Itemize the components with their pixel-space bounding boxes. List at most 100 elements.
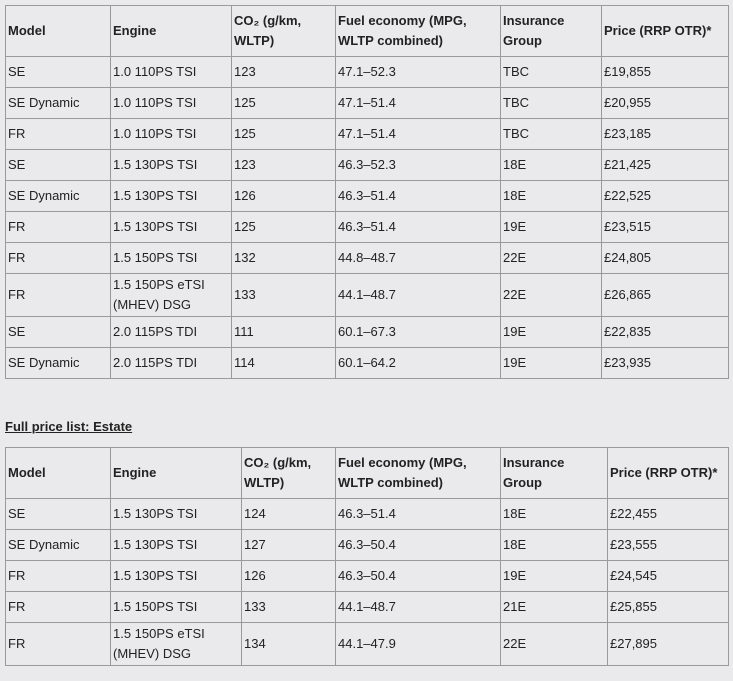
table-row: FR 1.5 130PS TSI 126 46.3–50.4 19E £24,545 bbox=[5, 560, 729, 592]
table-cell: 133 bbox=[241, 591, 336, 623]
table-cell: £23,935 bbox=[601, 347, 729, 379]
table-cell: 46.3–51.4 bbox=[335, 211, 501, 243]
table-cell: 126 bbox=[231, 180, 336, 212]
table-cell: 18E bbox=[500, 498, 608, 530]
table-cell: SE Dynamic bbox=[5, 529, 111, 561]
table-cell: FR bbox=[5, 622, 111, 666]
table-cell: £19,855 bbox=[601, 56, 729, 88]
column-header: Model bbox=[5, 5, 111, 57]
table-cell: 47.1–51.4 bbox=[335, 118, 501, 150]
table-cell: 134 bbox=[241, 622, 336, 666]
table-cell: 2.0 115PS TDI bbox=[110, 347, 232, 379]
table-cell: 46.3–51.4 bbox=[335, 498, 501, 530]
table-cell: 1.5 150PS eTSI (MHEV) DSG bbox=[110, 273, 232, 317]
table-cell: £27,895 bbox=[607, 622, 729, 666]
table-cell: TBC bbox=[500, 118, 602, 150]
table-cell: 1.5 130PS TSI bbox=[110, 560, 242, 592]
table-cell: 125 bbox=[231, 118, 336, 150]
table-cell: 1.5 150PS TSI bbox=[110, 591, 242, 623]
table-cell: 114 bbox=[231, 347, 336, 379]
table-cell: 21E bbox=[500, 591, 608, 623]
table-cell: 1.5 130PS TSI bbox=[110, 180, 232, 212]
table-row: SE Dynamic 2.0 115PS TDI 114 60.1–64.2 19E £2… bbox=[5, 347, 729, 379]
table-cell: 125 bbox=[231, 211, 336, 243]
table-cell: 19E bbox=[500, 560, 608, 592]
table-row: FR 1.5 150PS eTSI (MHEV) DSG 133 44.1–48.7 2… bbox=[5, 273, 729, 317]
table-cell: 1.5 150PS eTSI (MHEV) DSG bbox=[110, 622, 242, 666]
table-cell: 44.8–48.7 bbox=[335, 242, 501, 274]
table-row: SE Dynamic 1.0 110PS TSI 125 47.1–51.4 TBC £2… bbox=[5, 87, 729, 119]
table-cell: 127 bbox=[241, 529, 336, 561]
table-cell: £22,835 bbox=[601, 316, 729, 348]
table-cell: FR bbox=[5, 118, 111, 150]
table-cell: 22E bbox=[500, 622, 608, 666]
table-cell: 18E bbox=[500, 180, 602, 212]
table-cell: 22E bbox=[500, 273, 602, 317]
table-row: SE Dynamic 1.5 130PS TSI 126 46.3–51.4 18E £2… bbox=[5, 180, 729, 212]
table-row: FR 1.5 150PS eTSI (MHEV) DSG 134 44.1–47.9 2… bbox=[5, 622, 729, 666]
table-row: SE 1.5 130PS TSI 123 46.3–52.3 18E £21,425 bbox=[5, 149, 729, 181]
table-cell: SE bbox=[5, 498, 111, 530]
column-header: Price (RRP OTR)* bbox=[601, 5, 729, 57]
table-cell: £24,805 bbox=[601, 242, 729, 274]
table-cell: 60.1–67.3 bbox=[335, 316, 501, 348]
table-cell: 44.1–48.7 bbox=[335, 591, 501, 623]
table-cell: SE bbox=[5, 149, 111, 181]
table-cell: 46.3–50.4 bbox=[335, 560, 501, 592]
table-cell: FR bbox=[5, 242, 111, 274]
table-cell: 111 bbox=[231, 316, 336, 348]
table-cell: 132 bbox=[231, 242, 336, 274]
table-cell: £20,955 bbox=[601, 87, 729, 119]
section-heading: Full price list: Estate bbox=[5, 419, 133, 434]
table-cell: 1.0 110PS TSI bbox=[110, 118, 232, 150]
table-cell: 46.3–51.4 bbox=[335, 180, 501, 212]
table-cell: £23,185 bbox=[601, 118, 729, 150]
table-cell: 133 bbox=[231, 273, 336, 317]
column-header: Fuel economy (MPG, WLTP combined) bbox=[335, 5, 501, 57]
table-cell: FR bbox=[5, 591, 111, 623]
table-cell: £22,525 bbox=[601, 180, 729, 212]
table-row: SE 1.0 110PS TSI 123 47.1–52.3 TBC £19,855 bbox=[5, 56, 729, 88]
price-table-hatchback: Model Engine CO₂ (g/km, WLTP) Fuel economy … bbox=[5, 5, 729, 379]
table-cell: 1.0 110PS TSI bbox=[110, 56, 232, 88]
table-cell: 18E bbox=[500, 149, 602, 181]
table-cell: 1.0 110PS TSI bbox=[110, 87, 232, 119]
table-row: FR 1.5 150PS TSI 132 44.8–48.7 22E £24,805 bbox=[5, 242, 729, 274]
table-cell: FR bbox=[5, 273, 111, 317]
column-header: Insurance Group bbox=[500, 447, 608, 499]
table-cell: FR bbox=[5, 560, 111, 592]
table-cell: £23,555 bbox=[607, 529, 729, 561]
table-cell: 1.5 130PS TSI bbox=[110, 211, 232, 243]
table-cell: SE bbox=[5, 316, 111, 348]
table-row: SE 1.5 130PS TSI 124 46.3–51.4 18E £22,455 bbox=[5, 498, 729, 530]
column-header: CO₂ (g/km, WLTP) bbox=[241, 447, 336, 499]
column-header: Price (RRP OTR)* bbox=[607, 447, 729, 499]
table-cell: 46.3–52.3 bbox=[335, 149, 501, 181]
table-row: FR 1.5 130PS TSI 125 46.3–51.4 19E £23,515 bbox=[5, 211, 729, 243]
table-cell: TBC bbox=[500, 87, 602, 119]
table-cell: TBC bbox=[500, 56, 602, 88]
table-cell: £26,865 bbox=[601, 273, 729, 317]
table-cell: 44.1–47.9 bbox=[335, 622, 501, 666]
table-cell: 44.1–48.7 bbox=[335, 273, 501, 317]
table-cell: 1.5 130PS TSI bbox=[110, 149, 232, 181]
table-cell: 47.1–51.4 bbox=[335, 87, 501, 119]
column-header: Insurance Group bbox=[500, 5, 602, 57]
table-cell: 1.5 130PS TSI bbox=[110, 498, 242, 530]
table-cell: 60.1–64.2 bbox=[335, 347, 501, 379]
table-row: SE Dynamic 1.5 130PS TSI 127 46.3–50.4 18E £2… bbox=[5, 529, 729, 561]
column-header: CO₂ (g/km, WLTP) bbox=[231, 5, 336, 57]
table-cell: 22E bbox=[500, 242, 602, 274]
table-cell: 124 bbox=[241, 498, 336, 530]
table-cell: £22,455 bbox=[607, 498, 729, 530]
table-cell: 1.5 130PS TSI bbox=[110, 529, 242, 561]
table-cell: £23,515 bbox=[601, 211, 729, 243]
table-cell: 2.0 115PS TDI bbox=[110, 316, 232, 348]
table-cell: SE Dynamic bbox=[5, 87, 111, 119]
table-cell: FR bbox=[5, 211, 111, 243]
table-cell: £21,425 bbox=[601, 149, 729, 181]
table-cell: 19E bbox=[500, 316, 602, 348]
column-header: Engine bbox=[110, 447, 242, 499]
table-cell: 123 bbox=[231, 56, 336, 88]
table-cell: 19E bbox=[500, 211, 602, 243]
